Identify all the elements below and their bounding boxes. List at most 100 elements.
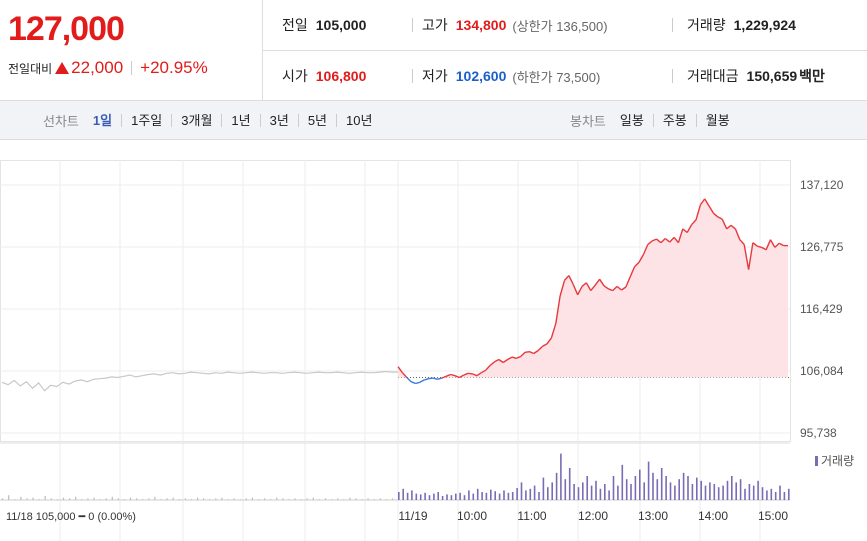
today-series-segment xyxy=(699,198,706,206)
today-series-segment xyxy=(625,276,631,288)
prev-volume-bar xyxy=(367,498,369,500)
prev-day-series xyxy=(1,370,398,392)
volume-bar xyxy=(717,487,720,500)
low-label: 저가 xyxy=(422,68,448,84)
prev-volume-bar xyxy=(160,499,162,500)
price-chart[interactable]: 137,120 126,775 116,429 106,084 95,738 거래량 11/… xyxy=(0,140,867,541)
volume-bar xyxy=(472,493,475,500)
lower-limit: (하한가 73,500) xyxy=(512,69,601,85)
volume-label: 거래량 xyxy=(687,17,726,33)
volume-bar xyxy=(507,492,510,500)
prev-volume-bar xyxy=(331,499,333,500)
today-series-segment xyxy=(472,373,478,377)
divider xyxy=(131,61,133,75)
volume-bar xyxy=(511,492,514,500)
change-label: 전일대비 xyxy=(8,61,53,76)
today-series-segment xyxy=(664,237,671,243)
volume-bar xyxy=(586,476,588,500)
volume-bar xyxy=(455,493,457,500)
candle-period-list: 일봉 주봉 월봉 xyxy=(619,112,739,128)
up-triangle-icon xyxy=(55,62,70,74)
line-chart-periods: 선차트 1일 1주일 3개월 1년 3년 5년 10년 xyxy=(43,101,381,139)
prev-volume-bar xyxy=(75,496,77,500)
x-tick-label: 11/19 xyxy=(398,509,427,523)
today-series-segment xyxy=(445,373,451,377)
today-series-segment xyxy=(480,369,486,374)
volume: 거래량 1,229,924 xyxy=(687,0,796,50)
volume-bar xyxy=(665,476,667,500)
prev-volume-bar xyxy=(391,498,394,500)
volume-bar xyxy=(503,490,505,500)
prev-volume-bar xyxy=(294,498,296,500)
price-change: 전일대비 22,000 +20.95% xyxy=(8,58,208,78)
chart-footer: 11/18 105,000 ━ 0 (0.00%) xyxy=(6,511,136,523)
today-series-segment xyxy=(686,224,693,233)
prev-volume-bar xyxy=(99,499,101,500)
prev-volume-bar xyxy=(343,499,345,500)
today-series-segment xyxy=(603,285,609,290)
prev-volume-bar xyxy=(221,497,223,500)
prev-volume-bar xyxy=(81,499,83,500)
today-series-segment xyxy=(572,284,579,296)
volume-bar xyxy=(617,485,619,500)
low-value: 102,600 xyxy=(455,68,507,84)
chart-toolbar: 선차트 1일 1주일 3개월 1년 3년 5년 10년 봉차트 일봉 주봉 월봉 xyxy=(0,101,867,140)
today-series-segment xyxy=(537,345,544,352)
today-series-segment xyxy=(485,365,491,371)
line-period-tab-3[interactable]: 1년 xyxy=(221,113,259,127)
volume-bar xyxy=(752,485,755,500)
volume-bar xyxy=(770,488,773,500)
today-series-segment xyxy=(494,358,500,363)
y-tick-label: 116,429 xyxy=(800,302,843,316)
today-series-segment xyxy=(502,358,508,364)
volume-bar xyxy=(687,476,689,500)
candle-period-tab-0[interactable]: 일봉 xyxy=(619,112,644,128)
prev-volume-bar xyxy=(178,499,180,500)
today-series-segment xyxy=(638,254,645,263)
volume-bar xyxy=(621,464,624,500)
prev-volume-bar xyxy=(385,499,387,500)
volume-value: 1,229,924 xyxy=(733,17,796,33)
trade-value-amount: 150,659 xyxy=(746,68,798,84)
prev-volume-bar xyxy=(318,499,320,500)
volume-bar xyxy=(757,480,759,500)
today-series-segment xyxy=(555,295,561,324)
stats-row-2: 시가 106,800 저가 102,600 (하한가 73,500) 거래대금 … xyxy=(262,50,867,101)
line-period-tab-0[interactable]: 1일 xyxy=(92,112,113,128)
prev-volume-bar xyxy=(337,498,339,500)
volume-bar xyxy=(691,484,694,500)
volume-bar xyxy=(463,495,466,500)
today-series-segment xyxy=(397,366,403,374)
line-period-tab-6[interactable]: 10년 xyxy=(336,113,381,127)
volume-bar xyxy=(713,484,716,500)
prev-volume-bar xyxy=(373,499,375,500)
today-series-segment xyxy=(757,245,762,249)
prev-volume-bar xyxy=(300,499,302,500)
volume-bar xyxy=(735,482,737,500)
divider xyxy=(412,0,413,50)
line-chart-label: 선차트 xyxy=(43,113,79,129)
volume-bar xyxy=(599,488,602,500)
x-tick-label: 13:00 xyxy=(638,509,668,523)
line-period-tab-5[interactable]: 5년 xyxy=(297,113,336,127)
today-series-segment xyxy=(489,361,495,367)
line-period-tab-4[interactable]: 3년 xyxy=(259,113,298,127)
volume-bar xyxy=(783,492,786,500)
candle-period-tab-1[interactable]: 주봉 xyxy=(652,113,696,127)
volume-bar xyxy=(774,492,777,500)
today-series-segment xyxy=(424,378,429,381)
open-price: 시가 106,800 xyxy=(282,51,366,101)
volume-bar xyxy=(660,468,663,500)
prev-volume-bar xyxy=(93,497,95,500)
volume-legend-label: 거래량 xyxy=(821,454,854,468)
prev-volume-bar xyxy=(203,498,205,500)
today-series-segment xyxy=(410,381,416,385)
today-series-segment xyxy=(695,204,702,221)
line-period-tab-1[interactable]: 1주일 xyxy=(121,113,171,127)
volume-bar xyxy=(766,490,768,500)
line-period-tab-2[interactable]: 3개월 xyxy=(171,113,221,127)
prev-volume-bar xyxy=(38,499,40,500)
candle-period-tab-2[interactable]: 월봉 xyxy=(695,113,739,127)
volume-bar xyxy=(647,461,650,500)
y-tick-label: 95,738 xyxy=(800,426,837,440)
